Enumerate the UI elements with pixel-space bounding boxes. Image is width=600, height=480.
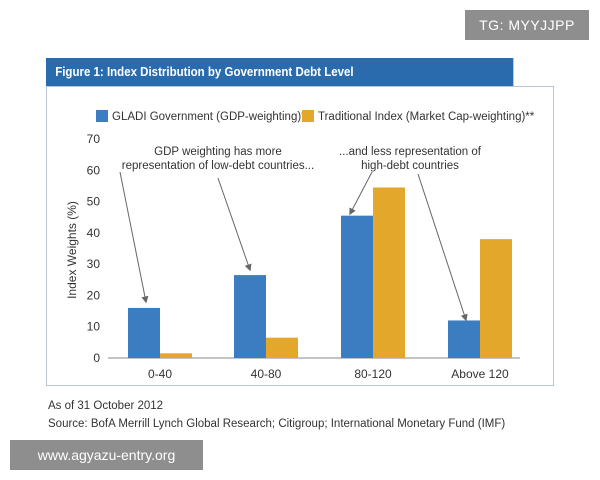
annotation-arrow-above-120 bbox=[417, 173, 468, 322]
y-tick-label: 10 bbox=[87, 320, 101, 334]
y-tick-label: 70 bbox=[87, 132, 101, 146]
x-tick-label: 40-80 bbox=[251, 367, 282, 381]
y-tick-label: 0 bbox=[93, 351, 100, 365]
x-tick-label: 0-40 bbox=[148, 367, 172, 381]
bar-traditional-2 bbox=[373, 187, 405, 358]
figure-frame bbox=[46, 86, 554, 386]
y-axis-title: Index Weights (%) bbox=[65, 201, 79, 299]
bar-gladi-2 bbox=[341, 215, 373, 358]
y-tick-label: 60 bbox=[87, 163, 101, 177]
legend-label-traditional: Traditional Index (Market Cap-weighting)… bbox=[318, 111, 535, 123]
tag-label: TG: MYYJJPP bbox=[465, 10, 589, 40]
annotation-arrow-40-80 bbox=[217, 177, 252, 272]
y-tick-label: 40 bbox=[87, 226, 101, 240]
annotation-high-debt-line-1: ...and less representation of bbox=[339, 146, 482, 158]
bar-traditional-0 bbox=[160, 353, 192, 358]
bar-traditional-1 bbox=[266, 337, 298, 358]
legend-swatch-gladi bbox=[96, 110, 108, 122]
annotation-high-debt-line-2: high-debt countries bbox=[361, 160, 459, 172]
y-tick-label: 20 bbox=[87, 288, 101, 302]
annotation-low-debt-line-2: representation of low-debt countries... bbox=[122, 160, 314, 172]
footnote-date: As of 31 October 2012 bbox=[48, 400, 164, 412]
figure-title: Figure 1: Index Distribution by Governme… bbox=[46, 58, 514, 86]
bar-gladi-3 bbox=[448, 320, 480, 358]
legend-swatch-traditional bbox=[302, 110, 314, 122]
bar-gladi-0 bbox=[128, 307, 160, 358]
footnote-source: Source: BofA Merrill Lynch Global Resear… bbox=[48, 418, 506, 430]
legend-label-gladi: GLADI Government (GDP-weighting)* bbox=[112, 111, 306, 123]
bar-traditional-3 bbox=[480, 239, 512, 358]
y-tick-label: 50 bbox=[87, 195, 101, 209]
annotation-low-debt-line-1: GDP weighting has more bbox=[154, 146, 282, 158]
watermark: www.agyazu-entry.org bbox=[10, 440, 203, 470]
annotation-arrow-0-40 bbox=[119, 171, 149, 304]
x-tick-label: Above 120 bbox=[451, 367, 509, 381]
annotation-arrow-80-120 bbox=[349, 171, 373, 216]
x-tick-label: 80-120 bbox=[354, 367, 392, 381]
bar-gladi-1 bbox=[234, 275, 266, 358]
y-tick-label: 30 bbox=[87, 257, 101, 271]
